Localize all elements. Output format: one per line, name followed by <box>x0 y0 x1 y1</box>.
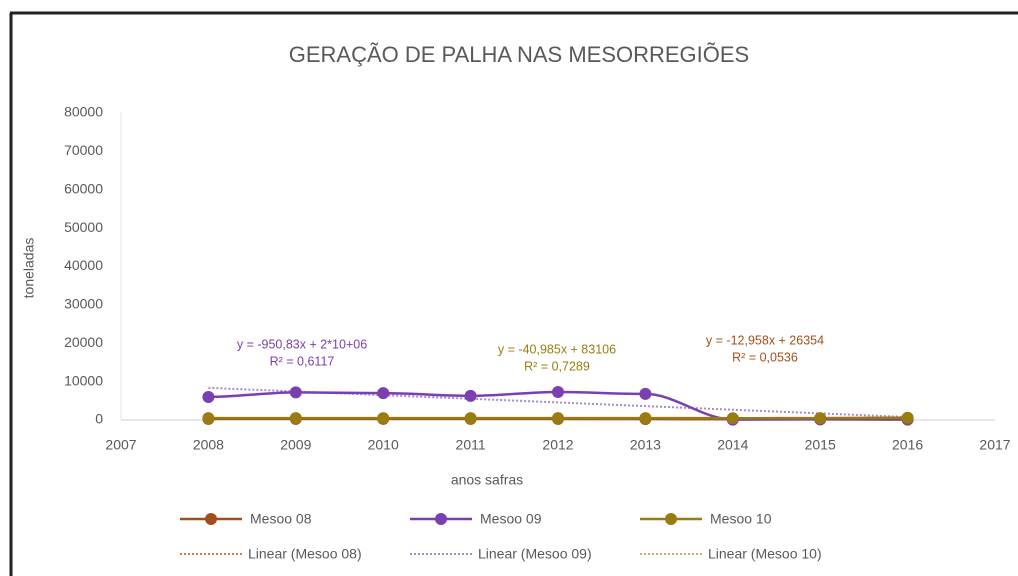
legend-label: Mesoo 09 <box>480 511 542 527</box>
point <box>464 412 477 425</box>
y-tick-label: 20000 <box>64 334 103 350</box>
trend-equation: y = -950,83x + 2*10+06 <box>237 337 367 351</box>
point <box>639 412 652 425</box>
chart-title: GERAÇÃO DE PALHA NAS MESORREGIÕES <box>289 42 750 67</box>
x-tick-label: 2016 <box>892 437 923 453</box>
trend-equation: R² = 0,0536 <box>732 350 798 364</box>
y-axis-label: toneladas <box>21 238 37 299</box>
legend-marker <box>205 513 217 525</box>
x-tick-label: 2012 <box>542 437 573 453</box>
y-tick-label: 80000 <box>64 104 103 120</box>
trend-equation: R² = 0,6117 <box>270 354 335 368</box>
point <box>377 412 390 425</box>
trend-equation: y = -40,985x + 83106 <box>498 342 616 356</box>
point <box>202 412 215 425</box>
y-tick-label: 60000 <box>64 180 103 196</box>
x-axis-label: anos safras <box>451 472 523 488</box>
point <box>901 411 914 424</box>
y-tick-label: 40000 <box>64 257 103 273</box>
x-tick-label: 2013 <box>630 437 661 453</box>
point <box>552 412 564 425</box>
y-tick-label: 30000 <box>64 296 103 312</box>
point <box>202 390 215 403</box>
y-tick-label: 50000 <box>64 219 103 235</box>
point <box>464 389 477 402</box>
x-tick-label: 2014 <box>717 437 748 453</box>
trend-equation: R² = 0,7289 <box>524 359 590 373</box>
legend-label: Mesoo 10 <box>710 511 772 527</box>
x-tick-label: 2008 <box>193 437 224 453</box>
x-tick-label: 2015 <box>805 437 836 453</box>
point <box>377 387 390 400</box>
legend-label: Linear (Mesoo 09) <box>478 546 592 562</box>
point <box>289 386 302 399</box>
point <box>814 412 827 425</box>
point <box>639 387 652 400</box>
legend-label: Linear (Mesoo 08) <box>248 546 362 562</box>
point <box>552 385 564 398</box>
y-tick-label: 70000 <box>64 142 103 158</box>
legend-label: Linear (Mesoo 10) <box>708 546 822 562</box>
x-tick-label: 2007 <box>105 437 136 453</box>
legend-marker <box>665 513 677 525</box>
legend-label: Mesoo 08 <box>250 511 312 527</box>
x-tick-label: 2010 <box>368 437 399 453</box>
x-tick-label: 2017 <box>979 437 1010 453</box>
point <box>726 412 739 425</box>
y-tick-label: 0 <box>95 411 103 427</box>
x-tick-label: 2011 <box>456 437 486 453</box>
trend-equation: y = -12,958x + 26354 <box>706 333 824 347</box>
x-tick-label: 2009 <box>280 437 311 453</box>
y-tick-label: 10000 <box>64 372 103 388</box>
point <box>289 412 302 425</box>
legend-marker <box>435 513 447 525</box>
